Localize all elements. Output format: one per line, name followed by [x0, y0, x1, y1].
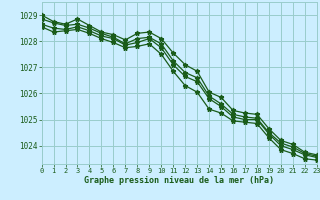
X-axis label: Graphe pression niveau de la mer (hPa): Graphe pression niveau de la mer (hPa) — [84, 176, 274, 185]
